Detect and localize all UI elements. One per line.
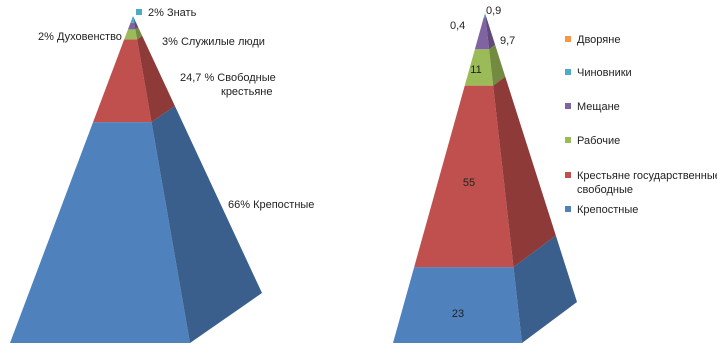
data-label-chinovniki: 0,9: [486, 5, 501, 17]
right-pyramid-segment-2-front: [464, 49, 494, 86]
left-pyramid-segment-1-front: [93, 39, 152, 123]
left-pyramid-chart: [10, 16, 262, 344]
label-znat: 2% Знать: [148, 7, 197, 19]
left-pyramid-segment-1-side: [137, 35, 175, 123]
legend-label: Чиновники: [577, 67, 632, 79]
right-pyramid-segment-3-side: [485, 16, 496, 50]
left-pyramid-segment-0-front: [10, 122, 190, 344]
right-pyramid-segment-3-front: [474, 17, 490, 50]
left-pyramid-segment-4-side: [133, 16, 136, 23]
legend-label-cont: свободные: [577, 184, 633, 196]
left-pyramid-segment-4-front: [130, 16, 135, 23]
legend-item-chinovniki: Чиновники: [565, 67, 632, 79]
right-pyramid-segment-0-front: [393, 267, 522, 343]
label-dukhovenstvo: 2% Духовенство: [38, 31, 122, 43]
right-pyramid-segment-1-front: [414, 85, 514, 268]
legend-item-meshchane: Мещане: [565, 101, 620, 113]
right-pyramid-segment-4-front: [483, 14, 486, 18]
label-sluzhilye: 3% Служилые люди: [162, 36, 265, 48]
data-label-meshchane: 9,7: [500, 35, 515, 47]
legend-marker: [565, 172, 571, 178]
legend-item-krestyane: Крестьяне государственные и свободные: [565, 170, 717, 196]
right-pyramid-data-labels: 23 55 11 9,7 0,9 0,4: [450, 5, 515, 320]
label-svobodnye-line2: крестьяне: [221, 86, 272, 98]
label-svobodnye-line1: 24,7 % Свободные: [180, 72, 276, 84]
legend-label: Рабочие: [577, 135, 620, 147]
left-pyramid-segment-0-side: [151, 105, 262, 343]
right-pyramid-chart: [393, 13, 577, 343]
legend-label: Крепостные: [577, 204, 638, 216]
data-label-krestyane: 55: [463, 177, 475, 189]
left-pyramid-labels: 2% Знать 2% Духовенство 3% Служилые люди…: [38, 7, 314, 211]
label-krepostnye: 66% Крепостные: [228, 199, 314, 211]
right-pyramid-segment-0-side: [513, 235, 577, 343]
data-label-dvoryane: 0,4: [450, 20, 465, 32]
right-pyramid-segment-5-front: [484, 13, 486, 15]
left-legend-marker: [136, 9, 142, 15]
left-pyramid-segment-2-front: [124, 29, 138, 40]
right-pyramid-segment-2-side: [489, 44, 506, 86]
right-pyramid-legend: Дворяне Чиновники Мещане Рабочие Крестья…: [565, 34, 717, 216]
legend-marker: [565, 36, 571, 42]
left-pyramid-segment-2-side: [135, 27, 143, 40]
legend-label: Мещане: [577, 101, 620, 113]
right-pyramid-segment-1-side: [493, 76, 556, 268]
left-pyramid-segment-3-side: [134, 21, 139, 30]
legend-label: Крестьяне государственные и: [577, 170, 717, 182]
legend-item-dvoryane: Дворяне: [565, 34, 620, 46]
legend-item-rabochie: Рабочие: [565, 135, 620, 147]
legend-label: Дворяне: [577, 34, 620, 46]
left-pyramid-segment-3-front: [127, 22, 136, 30]
right-pyramid-segment-4-side: [485, 14, 487, 18]
legend-marker: [565, 69, 571, 75]
data-label-krepostnye: 23: [452, 308, 464, 320]
legend-marker: [565, 206, 571, 212]
data-label-rabochie: 11: [470, 64, 481, 76]
legend-item-krepostnye: Крепостные: [565, 204, 638, 216]
legend-marker: [565, 137, 571, 143]
legend-marker: [565, 103, 571, 109]
